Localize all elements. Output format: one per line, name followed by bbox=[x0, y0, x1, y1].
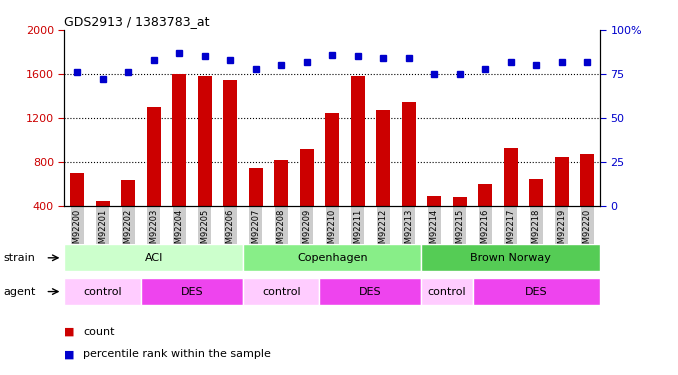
Bar bbox=[325, 112, 339, 206]
Bar bbox=[300, 149, 314, 206]
Bar bbox=[453, 197, 466, 206]
Text: DES: DES bbox=[525, 286, 548, 297]
Bar bbox=[146, 107, 161, 206]
Text: control: control bbox=[428, 286, 466, 297]
Text: control: control bbox=[83, 286, 122, 297]
Bar bbox=[351, 76, 365, 206]
Text: agent: agent bbox=[3, 286, 36, 297]
Bar bbox=[249, 168, 262, 206]
Bar bbox=[243, 244, 422, 272]
Bar bbox=[580, 154, 595, 206]
Text: DES: DES bbox=[359, 286, 382, 297]
Bar bbox=[141, 278, 243, 305]
Text: strain: strain bbox=[3, 253, 35, 263]
Bar bbox=[478, 184, 492, 206]
Text: Copenhagen: Copenhagen bbox=[297, 253, 367, 263]
Text: GDS2913 / 1383783_at: GDS2913 / 1383783_at bbox=[64, 15, 210, 28]
Bar bbox=[504, 148, 518, 206]
Text: count: count bbox=[83, 327, 115, 337]
Bar bbox=[121, 180, 135, 206]
Text: Brown Norway: Brown Norway bbox=[471, 253, 551, 263]
Bar bbox=[555, 157, 569, 206]
Text: percentile rank within the sample: percentile rank within the sample bbox=[83, 350, 271, 359]
Bar bbox=[70, 173, 84, 206]
Bar bbox=[427, 196, 441, 206]
Text: ■: ■ bbox=[64, 327, 75, 337]
Bar bbox=[64, 278, 141, 305]
Bar bbox=[422, 244, 600, 272]
Bar bbox=[64, 244, 243, 272]
Bar bbox=[422, 278, 473, 305]
Text: ACI: ACI bbox=[144, 253, 163, 263]
Bar bbox=[402, 102, 416, 206]
Bar bbox=[274, 160, 288, 206]
Bar bbox=[319, 278, 422, 305]
Bar bbox=[530, 179, 543, 206]
Bar bbox=[96, 201, 110, 206]
Bar bbox=[223, 80, 237, 206]
Text: ■: ■ bbox=[64, 350, 75, 359]
Bar bbox=[198, 76, 212, 206]
Bar bbox=[243, 278, 319, 305]
Bar bbox=[376, 110, 391, 206]
Text: control: control bbox=[262, 286, 300, 297]
Bar bbox=[473, 278, 600, 305]
Bar bbox=[172, 74, 186, 206]
Text: DES: DES bbox=[180, 286, 203, 297]
